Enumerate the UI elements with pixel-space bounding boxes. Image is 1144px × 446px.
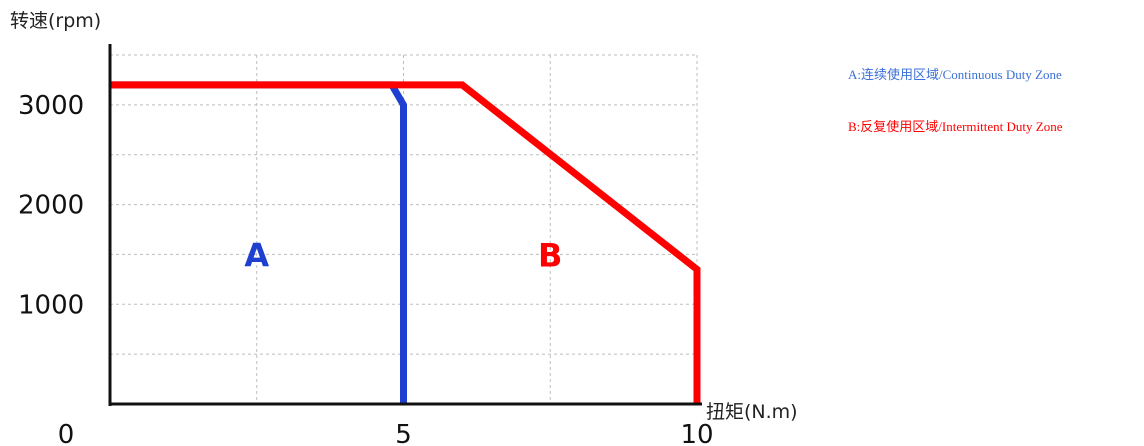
- region-label-1: B: [538, 236, 562, 274]
- x-tick-label-1: 5: [395, 420, 412, 446]
- y-tick-label-0: 1000: [18, 290, 84, 320]
- legend-entry-continuous: A:连续使用区域/Continuous Duty Zone: [848, 67, 1062, 82]
- y-tick-label-1: 2000: [18, 191, 84, 221]
- y-axis-label: 转速(rpm): [10, 10, 101, 32]
- y-tick-label-2: 3000: [18, 91, 84, 121]
- x-axis-label: 扭矩(N.m): [706, 401, 798, 423]
- series-lines: [110, 81, 701, 404]
- tick-labels: 1000 2000 3000 0 5 10: [18, 91, 714, 446]
- x-tick-label-0: 0: [58, 420, 75, 446]
- legend-entry-intermittent: B:反复使用区域/Intermittent Duty Zone: [848, 119, 1063, 134]
- region-label-0: A: [244, 236, 269, 274]
- series-line-1: [110, 81, 701, 404]
- x-tick-label-2: 10: [680, 420, 713, 446]
- axes: [108, 44, 702, 406]
